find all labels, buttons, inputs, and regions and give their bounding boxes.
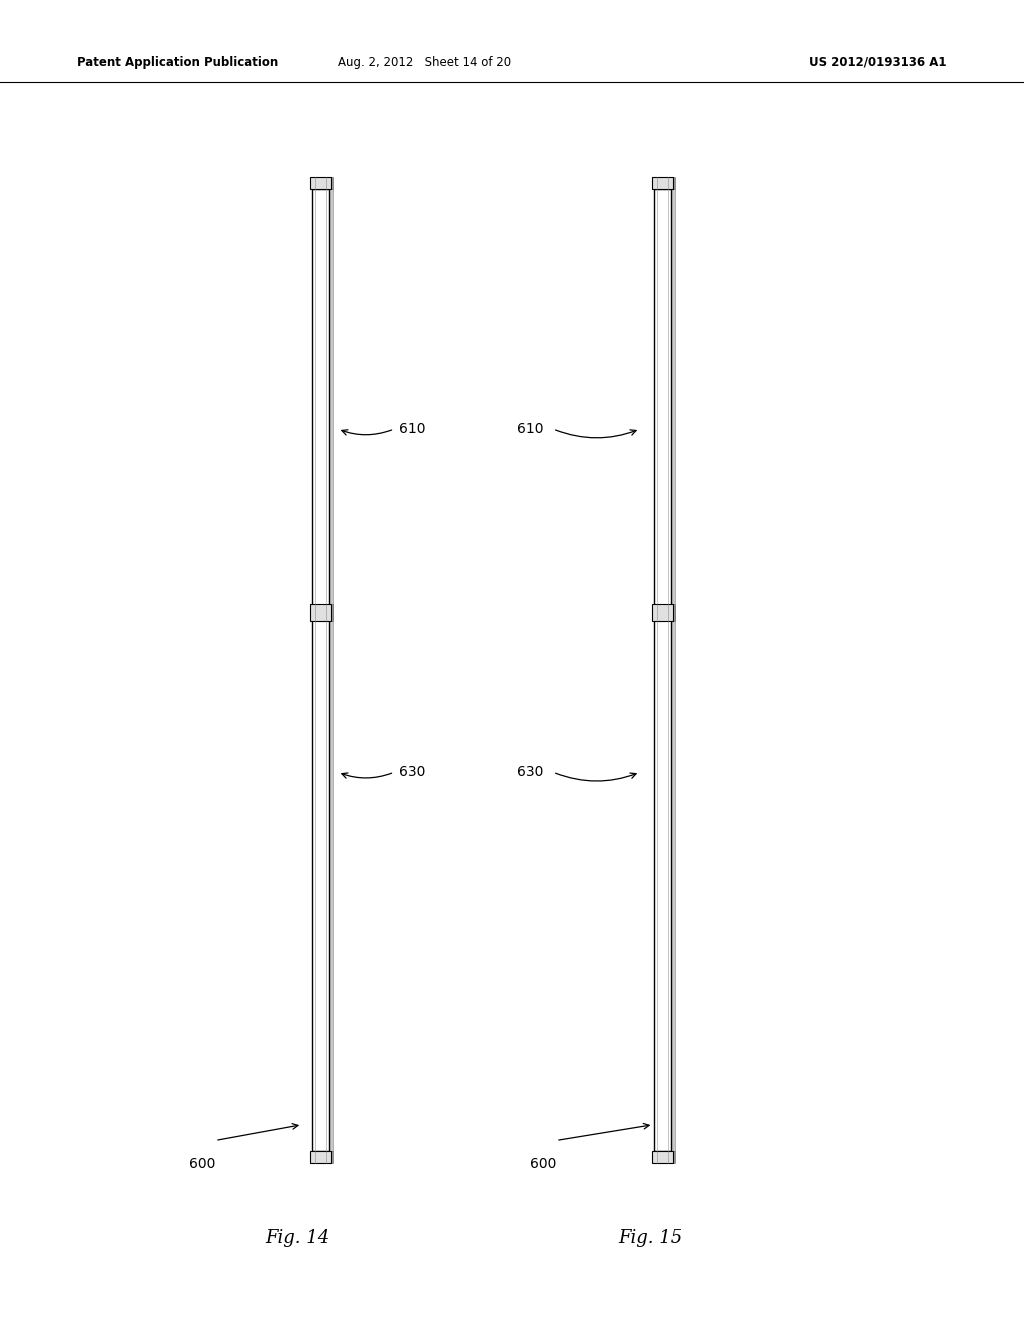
- Bar: [671, 177, 675, 189]
- Text: 610: 610: [517, 422, 544, 436]
- Bar: [310, 1151, 331, 1163]
- Text: Patent Application Publication: Patent Application Publication: [77, 55, 279, 69]
- Bar: [654, 189, 671, 1151]
- Bar: [329, 189, 333, 1151]
- Bar: [312, 189, 329, 1151]
- Text: Fig. 15: Fig. 15: [618, 1229, 682, 1247]
- Bar: [671, 189, 675, 1151]
- Text: 600: 600: [189, 1158, 216, 1171]
- Bar: [310, 605, 331, 620]
- Bar: [671, 1151, 675, 1163]
- Text: 630: 630: [517, 766, 544, 779]
- Bar: [652, 1151, 673, 1163]
- Bar: [310, 177, 331, 189]
- Bar: [652, 605, 673, 620]
- Text: US 2012/0193136 A1: US 2012/0193136 A1: [809, 55, 946, 69]
- Text: 610: 610: [399, 422, 426, 436]
- Bar: [671, 605, 675, 620]
- Text: Fig. 14: Fig. 14: [265, 1229, 329, 1247]
- Bar: [329, 177, 333, 189]
- Text: 630: 630: [399, 766, 426, 779]
- Bar: [329, 605, 333, 620]
- Text: 600: 600: [530, 1158, 557, 1171]
- Bar: [652, 177, 673, 189]
- Text: Aug. 2, 2012   Sheet 14 of 20: Aug. 2, 2012 Sheet 14 of 20: [338, 55, 512, 69]
- Bar: [329, 1151, 333, 1163]
